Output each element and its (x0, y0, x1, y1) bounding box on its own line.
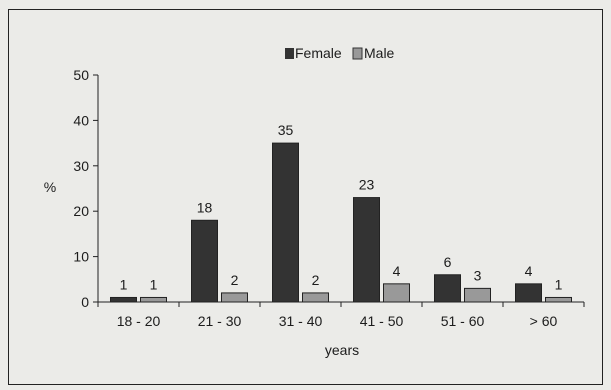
y-axis-title: % (44, 179, 56, 195)
x-tick-label: 41 - 50 (360, 313, 404, 329)
data-label: 6 (444, 254, 452, 270)
data-labels: 1 18 35 23 6 4 1 2 2 4 3 1 (120, 122, 563, 292)
data-label: 35 (278, 122, 294, 138)
bar-male (545, 296, 572, 303)
data-label: 18 (197, 199, 213, 215)
data-label: 2 (312, 272, 320, 288)
x-ticks: 18 - 20 21 - 30 31 - 40 41 - 50 51 - 60 > 60 (97, 302, 585, 329)
bar-male (383, 283, 410, 303)
x-tick-label: 21 - 30 (198, 313, 242, 329)
data-label: 2 (231, 272, 239, 288)
bar-male (221, 292, 248, 303)
y-ticks: 0 10 20 30 40 50 (73, 67, 98, 310)
bars (110, 142, 572, 303)
y-tick-label: 20 (73, 203, 89, 219)
x-axis-title: years (325, 342, 359, 358)
data-label: 4 (525, 263, 533, 279)
chart-frame (8, 9, 603, 385)
y-tick-label: 40 (73, 112, 89, 128)
x-tick-label: 18 - 20 (117, 313, 161, 329)
y-tick-label: 50 (73, 67, 89, 83)
x-tick-label: 31 - 40 (279, 313, 323, 329)
bar-female (434, 274, 461, 303)
bar-male (140, 296, 167, 303)
bar-female (515, 283, 542, 303)
data-label: 1 (555, 276, 563, 292)
bar-male (464, 287, 491, 303)
bar-female (110, 296, 137, 303)
bar-male (302, 292, 329, 303)
y-tick-label: 10 (73, 249, 89, 265)
bar-female (353, 197, 380, 303)
legend-label-female: Female (295, 45, 342, 61)
bar-female (191, 219, 218, 303)
data-label: 1 (150, 276, 158, 292)
data-label: 4 (393, 263, 401, 279)
x-tick-label: 51 - 60 (441, 313, 485, 329)
legend-swatch-male (352, 47, 363, 60)
y-tick-label: 0 (81, 294, 89, 310)
bar-female (272, 142, 299, 303)
x-tick-label: > 60 (530, 313, 558, 329)
data-label: 3 (474, 267, 482, 283)
legend-swatch-female (285, 48, 294, 59)
y-tick-label: 30 (73, 158, 89, 174)
legend-label-male: Male (364, 45, 395, 61)
data-label: 1 (120, 276, 128, 292)
data-label: 23 (359, 177, 375, 193)
legend: Female Male (285, 45, 395, 61)
